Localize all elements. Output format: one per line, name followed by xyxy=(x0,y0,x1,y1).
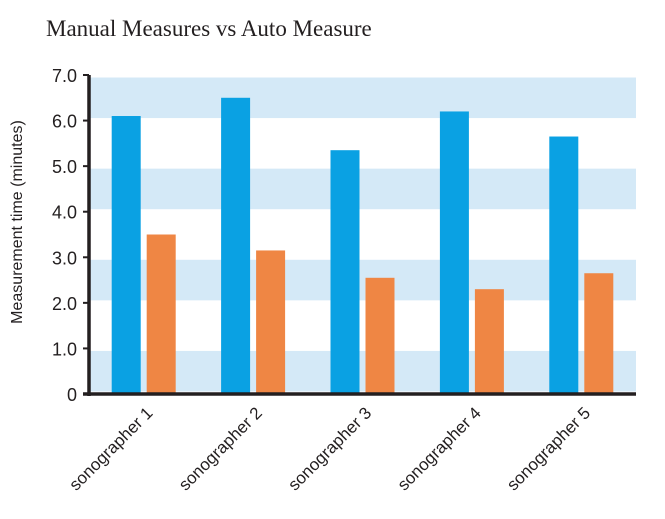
grid-band xyxy=(89,350,636,392)
bar-series-2-3 xyxy=(365,277,395,394)
bar-series-2-1 xyxy=(146,234,176,394)
x-tick-label: sonographer 3 xyxy=(284,403,375,494)
bar-series-1-1 xyxy=(111,116,141,394)
y-tick-label: 5.0 xyxy=(52,157,77,177)
background-bands xyxy=(89,77,636,392)
y-tick-label: 4.0 xyxy=(52,203,77,223)
y-tick-label: 0 xyxy=(67,385,77,405)
y-tick-label: 3.0 xyxy=(52,248,77,268)
grid-band xyxy=(89,77,636,119)
x-tick-label: sonographer 1 xyxy=(66,403,157,494)
bar-series-1-5 xyxy=(549,136,579,394)
bar-series-2-4 xyxy=(474,289,504,394)
bar-series-1-4 xyxy=(439,111,469,394)
x-tick-label: sonographer 4 xyxy=(394,403,485,494)
grid-band xyxy=(89,214,636,255)
bar-series-1-3 xyxy=(330,150,360,394)
grid-band xyxy=(89,123,636,164)
bar-series-1-2 xyxy=(221,97,251,395)
x-tick-label: sonographer 2 xyxy=(175,403,266,494)
bar-series-2-5 xyxy=(584,273,614,394)
x-tick-label: sonographer 5 xyxy=(503,403,594,494)
y-tick-label: 1.0 xyxy=(52,339,77,359)
bars xyxy=(111,97,614,395)
chart-title: Manual Measures vs Auto Measure xyxy=(46,16,372,41)
grid-band xyxy=(89,168,636,210)
y-tick-label: 7.0 xyxy=(52,66,77,86)
grid-band xyxy=(89,259,636,301)
y-tick-label: 2.0 xyxy=(52,294,77,314)
y-tick-label: 6.0 xyxy=(52,112,77,132)
axes xyxy=(83,74,636,396)
bar-series-2-2 xyxy=(256,250,286,394)
grid-band xyxy=(89,305,636,346)
y-tick-labels: 0 1.0 2.0 3.0 4.0 5.0 6.0 7.0 xyxy=(52,66,77,405)
